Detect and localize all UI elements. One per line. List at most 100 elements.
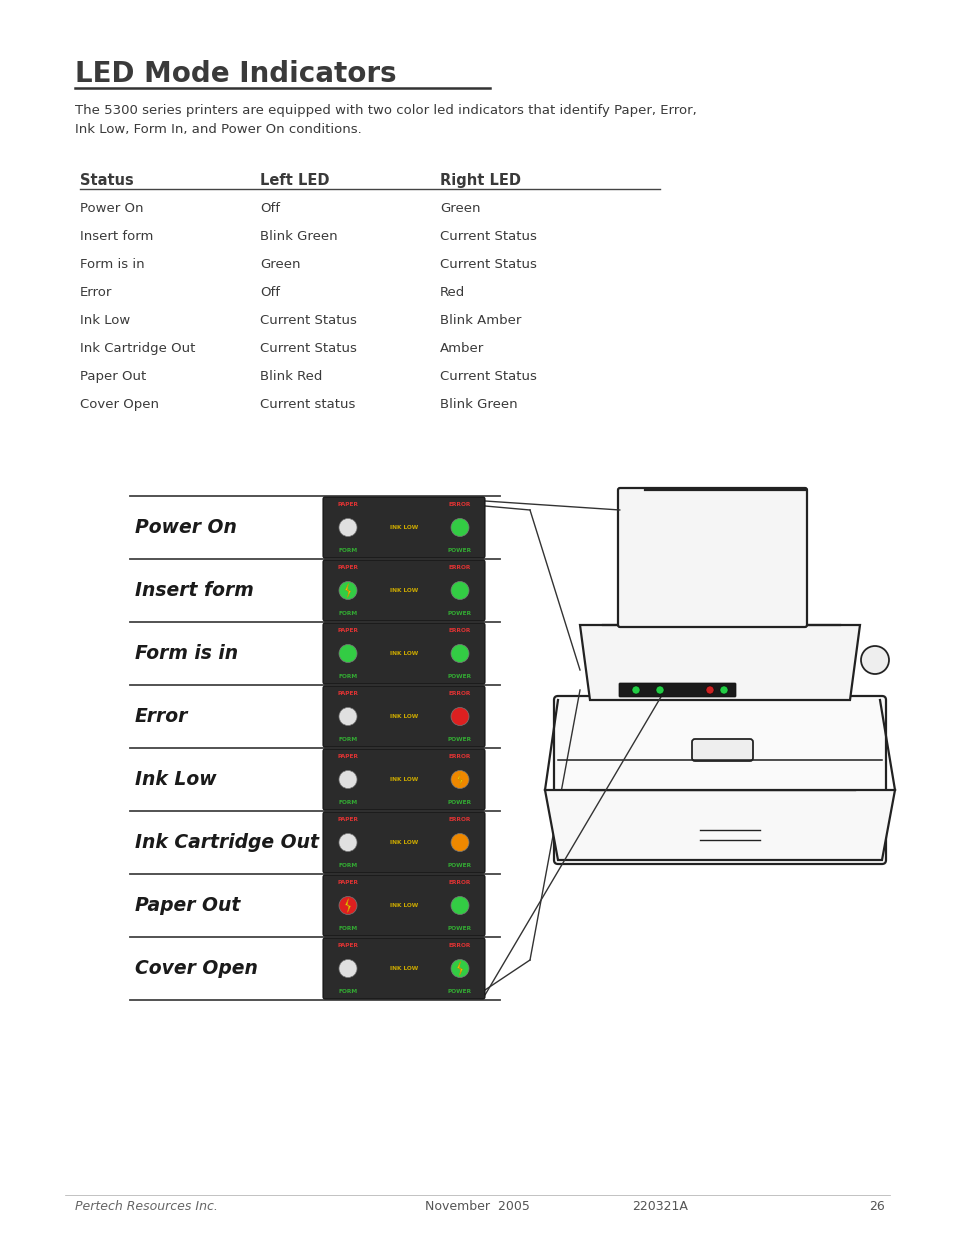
Text: Power On: Power On [80, 203, 143, 215]
FancyBboxPatch shape [691, 739, 752, 761]
Text: POWER: POWER [448, 737, 472, 742]
Text: INK LOW: INK LOW [390, 588, 417, 593]
Text: Current Status: Current Status [260, 314, 356, 327]
Text: Right LED: Right LED [439, 173, 520, 188]
Text: Green: Green [439, 203, 480, 215]
Text: ERROR: ERROR [448, 944, 471, 948]
Text: PAPER: PAPER [337, 629, 358, 634]
Text: Cover Open: Cover Open [80, 398, 159, 411]
Polygon shape [345, 583, 350, 598]
Circle shape [451, 897, 469, 914]
Text: ERROR: ERROR [448, 692, 471, 697]
Text: 220321A: 220321A [632, 1200, 687, 1213]
Text: Current Status: Current Status [439, 230, 537, 243]
Circle shape [451, 834, 469, 851]
Text: ERROR: ERROR [448, 881, 471, 885]
Text: Error: Error [135, 706, 188, 726]
Text: FORM: FORM [338, 548, 357, 553]
Text: Ink Cartridge Out: Ink Cartridge Out [80, 342, 195, 354]
Text: Green: Green [260, 258, 300, 270]
Text: FORM: FORM [338, 737, 357, 742]
Text: POWER: POWER [448, 611, 472, 616]
FancyBboxPatch shape [554, 697, 885, 864]
FancyBboxPatch shape [323, 811, 484, 873]
Text: PAPER: PAPER [337, 755, 358, 760]
Text: FORM: FORM [338, 863, 357, 868]
Text: Cover Open: Cover Open [135, 960, 257, 978]
Circle shape [338, 960, 356, 977]
Circle shape [338, 897, 356, 914]
FancyBboxPatch shape [323, 622, 484, 684]
Text: PAPER: PAPER [337, 692, 358, 697]
Circle shape [451, 771, 469, 788]
Text: Current Status: Current Status [439, 258, 537, 270]
Text: POWER: POWER [448, 863, 472, 868]
FancyBboxPatch shape [323, 559, 484, 621]
Text: ERROR: ERROR [448, 818, 471, 823]
Text: Blink Amber: Blink Amber [439, 314, 521, 327]
FancyBboxPatch shape [323, 496, 484, 558]
Circle shape [720, 685, 727, 694]
FancyBboxPatch shape [618, 683, 735, 697]
Text: Paper Out: Paper Out [80, 370, 146, 383]
Circle shape [338, 519, 356, 536]
Text: PAPER: PAPER [337, 818, 358, 823]
FancyBboxPatch shape [323, 685, 484, 747]
Circle shape [338, 771, 356, 788]
Text: ERROR: ERROR [448, 755, 471, 760]
Circle shape [338, 645, 356, 662]
Text: INK LOW: INK LOW [390, 903, 417, 908]
Polygon shape [345, 899, 350, 913]
Text: Error: Error [80, 287, 112, 299]
Text: Ink Low: Ink Low [135, 769, 216, 789]
Text: Status: Status [80, 173, 133, 188]
FancyBboxPatch shape [618, 488, 806, 627]
Text: POWER: POWER [448, 926, 472, 931]
Circle shape [338, 834, 356, 851]
Text: The 5300 series printers are equipped with two color led indicators that identif: The 5300 series printers are equipped wi… [75, 104, 696, 136]
Text: FORM: FORM [338, 674, 357, 679]
Text: FORM: FORM [338, 989, 357, 994]
Text: Form is in: Form is in [135, 643, 238, 663]
Text: Ink Low: Ink Low [80, 314, 131, 327]
Text: INK LOW: INK LOW [390, 966, 417, 971]
FancyBboxPatch shape [323, 939, 484, 999]
Text: POWER: POWER [448, 989, 472, 994]
FancyBboxPatch shape [323, 876, 484, 936]
Text: INK LOW: INK LOW [390, 714, 417, 719]
Circle shape [338, 708, 356, 725]
Text: Paper Out: Paper Out [135, 897, 240, 915]
Text: Off: Off [260, 287, 280, 299]
Circle shape [861, 646, 888, 674]
Text: Blink Green: Blink Green [439, 398, 517, 411]
Text: LED Mode Indicators: LED Mode Indicators [75, 61, 396, 88]
Circle shape [656, 685, 663, 694]
Circle shape [338, 582, 356, 599]
Text: Off: Off [260, 203, 280, 215]
Text: Blink Green: Blink Green [260, 230, 337, 243]
Text: POWER: POWER [448, 800, 472, 805]
Circle shape [451, 582, 469, 599]
Text: INK LOW: INK LOW [390, 777, 417, 782]
Text: Insert form: Insert form [80, 230, 153, 243]
Text: POWER: POWER [448, 548, 472, 553]
Text: ERROR: ERROR [448, 501, 471, 508]
Text: Amber: Amber [439, 342, 484, 354]
Text: PAPER: PAPER [337, 881, 358, 885]
Circle shape [631, 685, 639, 694]
Text: FORM: FORM [338, 926, 357, 931]
Text: Form is in: Form is in [80, 258, 145, 270]
Text: Current Status: Current Status [439, 370, 537, 383]
Text: INK LOW: INK LOW [390, 525, 417, 530]
Polygon shape [544, 790, 894, 860]
Text: Red: Red [439, 287, 465, 299]
Circle shape [451, 708, 469, 725]
Text: Power On: Power On [135, 517, 236, 537]
Text: ERROR: ERROR [448, 629, 471, 634]
Text: POWER: POWER [448, 674, 472, 679]
Text: Pertech Resources Inc.: Pertech Resources Inc. [75, 1200, 217, 1213]
Text: INK LOW: INK LOW [390, 651, 417, 656]
Text: INK LOW: INK LOW [390, 840, 417, 845]
Text: Current Status: Current Status [260, 342, 356, 354]
Text: FORM: FORM [338, 611, 357, 616]
